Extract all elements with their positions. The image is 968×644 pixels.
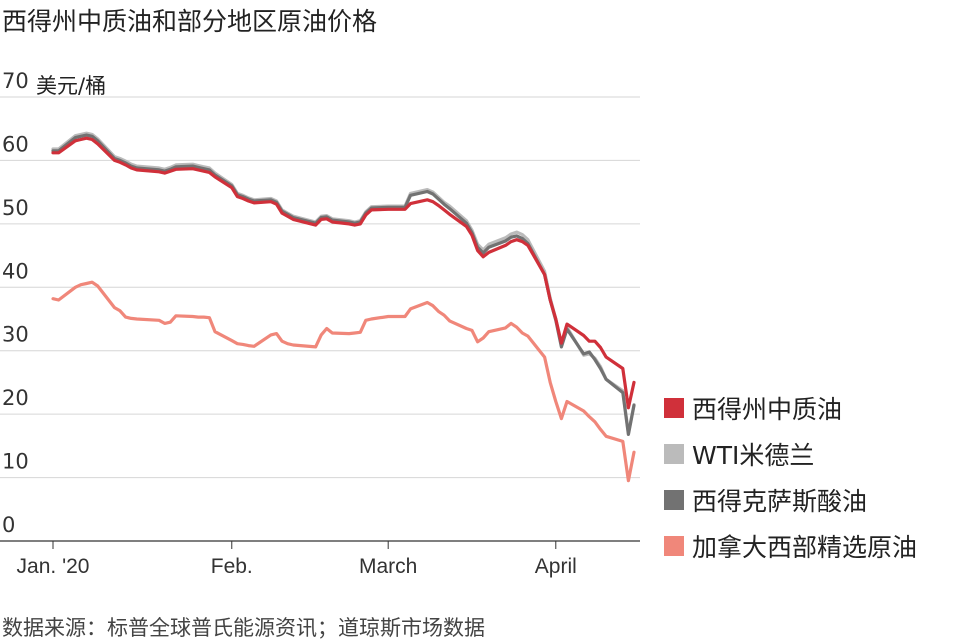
y-tick-label-40: 40 (2, 259, 29, 283)
x-tick-label: March (359, 555, 417, 578)
y-tick-label-50: 50 (2, 196, 29, 220)
y-axis-unit-label: 美元/桶 (36, 74, 107, 98)
series-lines (51, 131, 636, 483)
source-note: 数据来源：标普全球普氏能源资讯；道琼斯市场数据 (2, 616, 485, 640)
y-tick-label-20: 20 (2, 386, 29, 410)
gridlines (0, 96, 640, 542)
y-axis-ticks: 0 10 20 30 40 50 60 70 (2, 69, 29, 537)
y-tick-label-70: 70 (2, 69, 29, 93)
series-line-0 (51, 136, 636, 410)
x-tick-label: Jan. '20 (17, 555, 90, 578)
series-line-3 (51, 280, 636, 483)
legend-swatch-west-texas-sour (664, 490, 684, 510)
y-tick-label-0: 0 (2, 513, 15, 537)
x-axis-ticks: Jan. '20 Feb. March April (17, 541, 577, 578)
legend-label-western-canadian-select: 加拿大西部精选原油 (692, 533, 918, 562)
legend-swatch-western-canadian-select (664, 536, 684, 556)
legend-swatch-wti-midland (664, 444, 684, 464)
legend-swatch-wti (664, 398, 684, 418)
legend-label-west-texas-sour: 西得克萨斯酸油 (692, 487, 868, 516)
legend-label-wti-midland: WTI米德兰 (692, 441, 815, 470)
x-tick-label: Feb. (211, 555, 253, 578)
y-tick-label-10: 10 (2, 450, 29, 474)
y-tick-label-30: 30 (2, 323, 29, 347)
chart-title: 西得州中质油和部分地区原油价格 (2, 7, 378, 36)
x-tick-label: April (535, 555, 577, 578)
y-tick-label-60: 60 (2, 132, 29, 156)
legend-label-wti: 西得州中质油 (692, 395, 843, 424)
